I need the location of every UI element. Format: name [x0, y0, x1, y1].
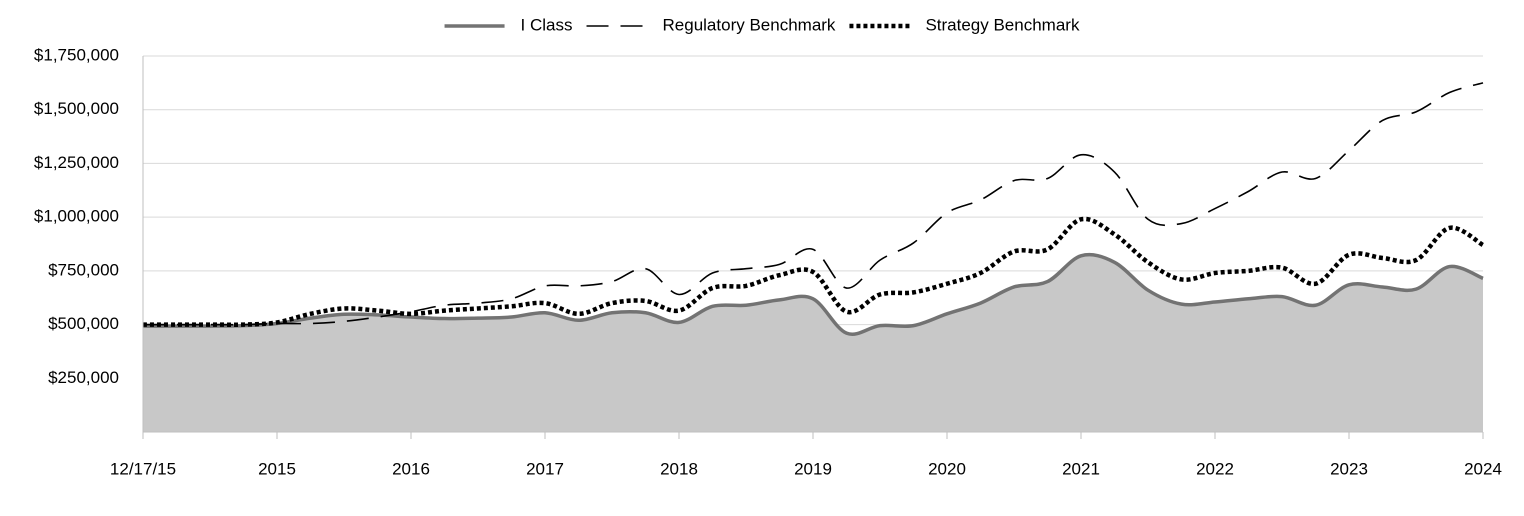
- series-line: [142, 252, 1484, 336]
- y-tick-label: $1,500,000: [34, 99, 119, 118]
- x-tick-label: 2017: [526, 459, 564, 478]
- y-tick-label: $750,000: [48, 260, 119, 279]
- legend-item: Strategy Benchmark: [849, 15, 1080, 34]
- legend-label: Strategy Benchmark: [925, 15, 1080, 34]
- area: [143, 254, 1483, 432]
- x-tick-label: 2016: [392, 459, 430, 478]
- legend-label: Regulatory Benchmark: [663, 15, 836, 34]
- y-tick-label: $500,000: [48, 314, 119, 333]
- y-tick-label: $1,250,000: [34, 153, 119, 172]
- y-tick-label: $250,000: [48, 368, 119, 387]
- y-tick-label: $1,000,000: [34, 207, 119, 226]
- x-tick-label: 2022: [1196, 459, 1234, 478]
- x-tick-label: 2018: [660, 459, 698, 478]
- legend-label: I Class: [521, 15, 573, 34]
- x-tick-label: 12/17/15: [110, 459, 176, 478]
- x-tick-label: 2023: [1330, 459, 1368, 478]
- legend-item: I Class: [444, 15, 573, 34]
- x-tick-label: 2015: [258, 459, 296, 478]
- legend-item: Regulatory Benchmark: [586, 15, 836, 34]
- series-line: [143, 216, 1485, 327]
- x-tick-label: 2024: [1464, 459, 1502, 478]
- x-tick-label: 2020: [928, 459, 966, 478]
- series-line: [143, 82, 1484, 326]
- y-tick-label: $1,750,000: [34, 45, 119, 64]
- x-tick-label: 2019: [794, 459, 832, 478]
- x-tick-label: 2021: [1062, 459, 1100, 478]
